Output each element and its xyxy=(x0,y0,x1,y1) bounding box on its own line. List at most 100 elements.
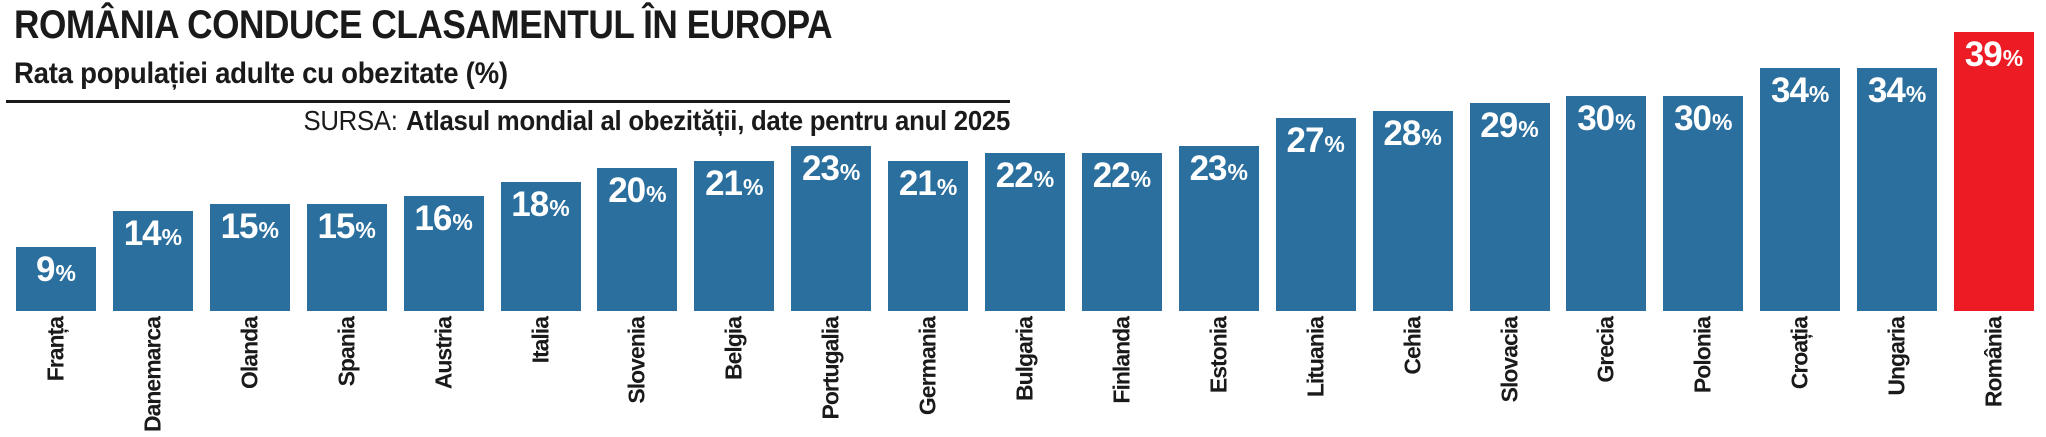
value-number: 30 xyxy=(1674,99,1712,139)
bar-value-label: 29% xyxy=(1470,103,1550,143)
percent-sign: % xyxy=(839,159,861,186)
bar-column-9: 23% Portugalia xyxy=(791,0,872,437)
bar-country-label: Slovacia xyxy=(1496,317,1522,403)
percent-sign: % xyxy=(1227,159,1248,186)
bar-country-label: România xyxy=(1980,317,2007,408)
bar-country-label: Belgia xyxy=(720,317,747,381)
bar-România: 39% xyxy=(1954,31,2034,311)
bar-country-label: Franța xyxy=(42,317,69,382)
bar-value-label: 39% xyxy=(1954,32,2034,72)
chart-title: ROMÂNIA CONDUCE CLASAMENTUL ÎN EUROPA xyxy=(14,3,833,47)
bar-Italia: 18% xyxy=(500,182,581,311)
value-number: 27 xyxy=(1286,120,1324,160)
bar-value-label: 16% xyxy=(404,196,484,236)
bar-country-label: Bulgaria xyxy=(1011,317,1038,402)
bar-column-10: 21% Germania xyxy=(888,0,969,437)
percent-sign: % xyxy=(161,223,183,250)
percent-sign: % xyxy=(1324,130,1345,157)
bar-value-label: 30% xyxy=(1663,96,1743,136)
value-number: 21 xyxy=(705,163,743,203)
bar-Finlanda: 22% xyxy=(1081,153,1162,311)
bar-column-6: 18% Italia xyxy=(500,0,581,437)
value-number: 9 xyxy=(36,249,55,289)
divider-line xyxy=(6,100,1010,103)
bar-Olanda: 15% xyxy=(209,203,290,311)
bar-country-label: Lituania xyxy=(1302,317,1329,398)
bar-value-label: 15% xyxy=(307,204,387,244)
percent-sign: % xyxy=(452,209,473,236)
bar-value-label: 21% xyxy=(694,161,774,201)
value-number: 14 xyxy=(123,213,162,253)
bar-value-label: 30% xyxy=(1566,96,1646,136)
source-text: Atlasul mondial al obezității, date pent… xyxy=(405,105,1010,136)
value-number: 22 xyxy=(995,156,1034,196)
bar-country-label: Cehia xyxy=(1399,317,1426,375)
bar-value-label: 23% xyxy=(1179,146,1259,186)
percent-sign: % xyxy=(258,216,279,243)
bar-column-20: 34% Ungaria xyxy=(1857,0,1938,437)
bar-value-label: 21% xyxy=(888,161,968,201)
bar-value-label: 27% xyxy=(1276,118,1356,158)
bar-column-5: 16% Austria xyxy=(403,0,484,437)
bar-value-label: 34% xyxy=(1760,68,1840,108)
value-number: 16 xyxy=(414,199,452,239)
bar-value-label: 15% xyxy=(210,204,290,244)
bar-Austria: 16% xyxy=(403,196,484,311)
value-number: 15 xyxy=(220,206,259,246)
bar-value-label: 34% xyxy=(1857,68,1937,108)
bar-value-label: 9% xyxy=(16,247,96,287)
bar-Franța: 9% xyxy=(16,246,96,311)
bar-Polonia: 30% xyxy=(1663,96,1744,311)
bar-column-14: 27% Lituania xyxy=(1275,0,1356,437)
bar-country-label: Italia xyxy=(527,317,553,364)
chart-subtitle: Rata populației adulte cu obezitate (%) xyxy=(14,57,508,90)
bar-Grecia: 30% xyxy=(1566,96,1647,311)
bar-Estonia: 23% xyxy=(1178,146,1259,311)
bar-Bulgaria: 22% xyxy=(985,153,1065,311)
bar-column-4: 15% Spania xyxy=(306,0,387,437)
percent-sign: % xyxy=(1905,80,1927,107)
value-number: 22 xyxy=(1092,156,1131,196)
value-number: 39 xyxy=(1964,34,2003,74)
bar-column-11: 22% Bulgaria xyxy=(985,0,1065,437)
percent-sign: % xyxy=(1712,109,1733,136)
percent-sign: % xyxy=(549,195,570,222)
value-number: 23 xyxy=(801,149,840,189)
bar-column-7: 20% Slovenia xyxy=(597,0,678,437)
bar-Lituania: 27% xyxy=(1275,117,1356,311)
value-number: 34 xyxy=(1867,70,1906,110)
bar-Slovenia: 20% xyxy=(597,167,678,311)
bar-country-label: Estonia xyxy=(1205,317,1232,394)
bar-column-13: 23% Estonia xyxy=(1178,0,1259,437)
percent-sign: % xyxy=(936,173,958,200)
bar-column-15: 28% Cehia xyxy=(1372,0,1453,437)
percent-sign: % xyxy=(743,173,764,200)
bar-country-label: Portugalia xyxy=(817,317,844,420)
bar-Belgia: 21% xyxy=(694,160,775,311)
bar-country-label: Finlanda xyxy=(1108,317,1135,404)
bar-Germania: 21% xyxy=(888,160,969,311)
bar-country-label: Polonia xyxy=(1689,317,1716,394)
bar-value-label: 28% xyxy=(1373,111,1453,151)
bar-column-12: 22% Finlanda xyxy=(1081,0,1162,437)
bar-Spania: 15% xyxy=(306,203,387,311)
bar-value-label: 18% xyxy=(501,182,581,222)
source-line: SURSA: Atlasul mondial al obezității, dat… xyxy=(86,106,1010,135)
bar-Portugalia: 23% xyxy=(791,146,872,311)
bar-country-label: Spania xyxy=(333,317,360,387)
value-number: 21 xyxy=(898,163,937,203)
bar-value-label: 14% xyxy=(113,211,193,251)
bar-country-label: Croația xyxy=(1786,317,1813,390)
percent-sign: % xyxy=(1033,166,1055,193)
value-number: 18 xyxy=(511,185,549,225)
percent-sign: % xyxy=(1518,116,1539,143)
bar-column-2: 14% Danemarca xyxy=(112,0,193,437)
value-number: 15 xyxy=(317,206,355,246)
bar-country-label: Danemarca xyxy=(139,317,166,433)
bar-country-label: Ungaria xyxy=(1883,317,1910,396)
value-number: 20 xyxy=(608,170,646,210)
value-number: 30 xyxy=(1577,99,1615,139)
bar-Slovacia: 29% xyxy=(1469,103,1550,311)
bar-column-16: 29% Slovacia xyxy=(1469,0,1550,437)
